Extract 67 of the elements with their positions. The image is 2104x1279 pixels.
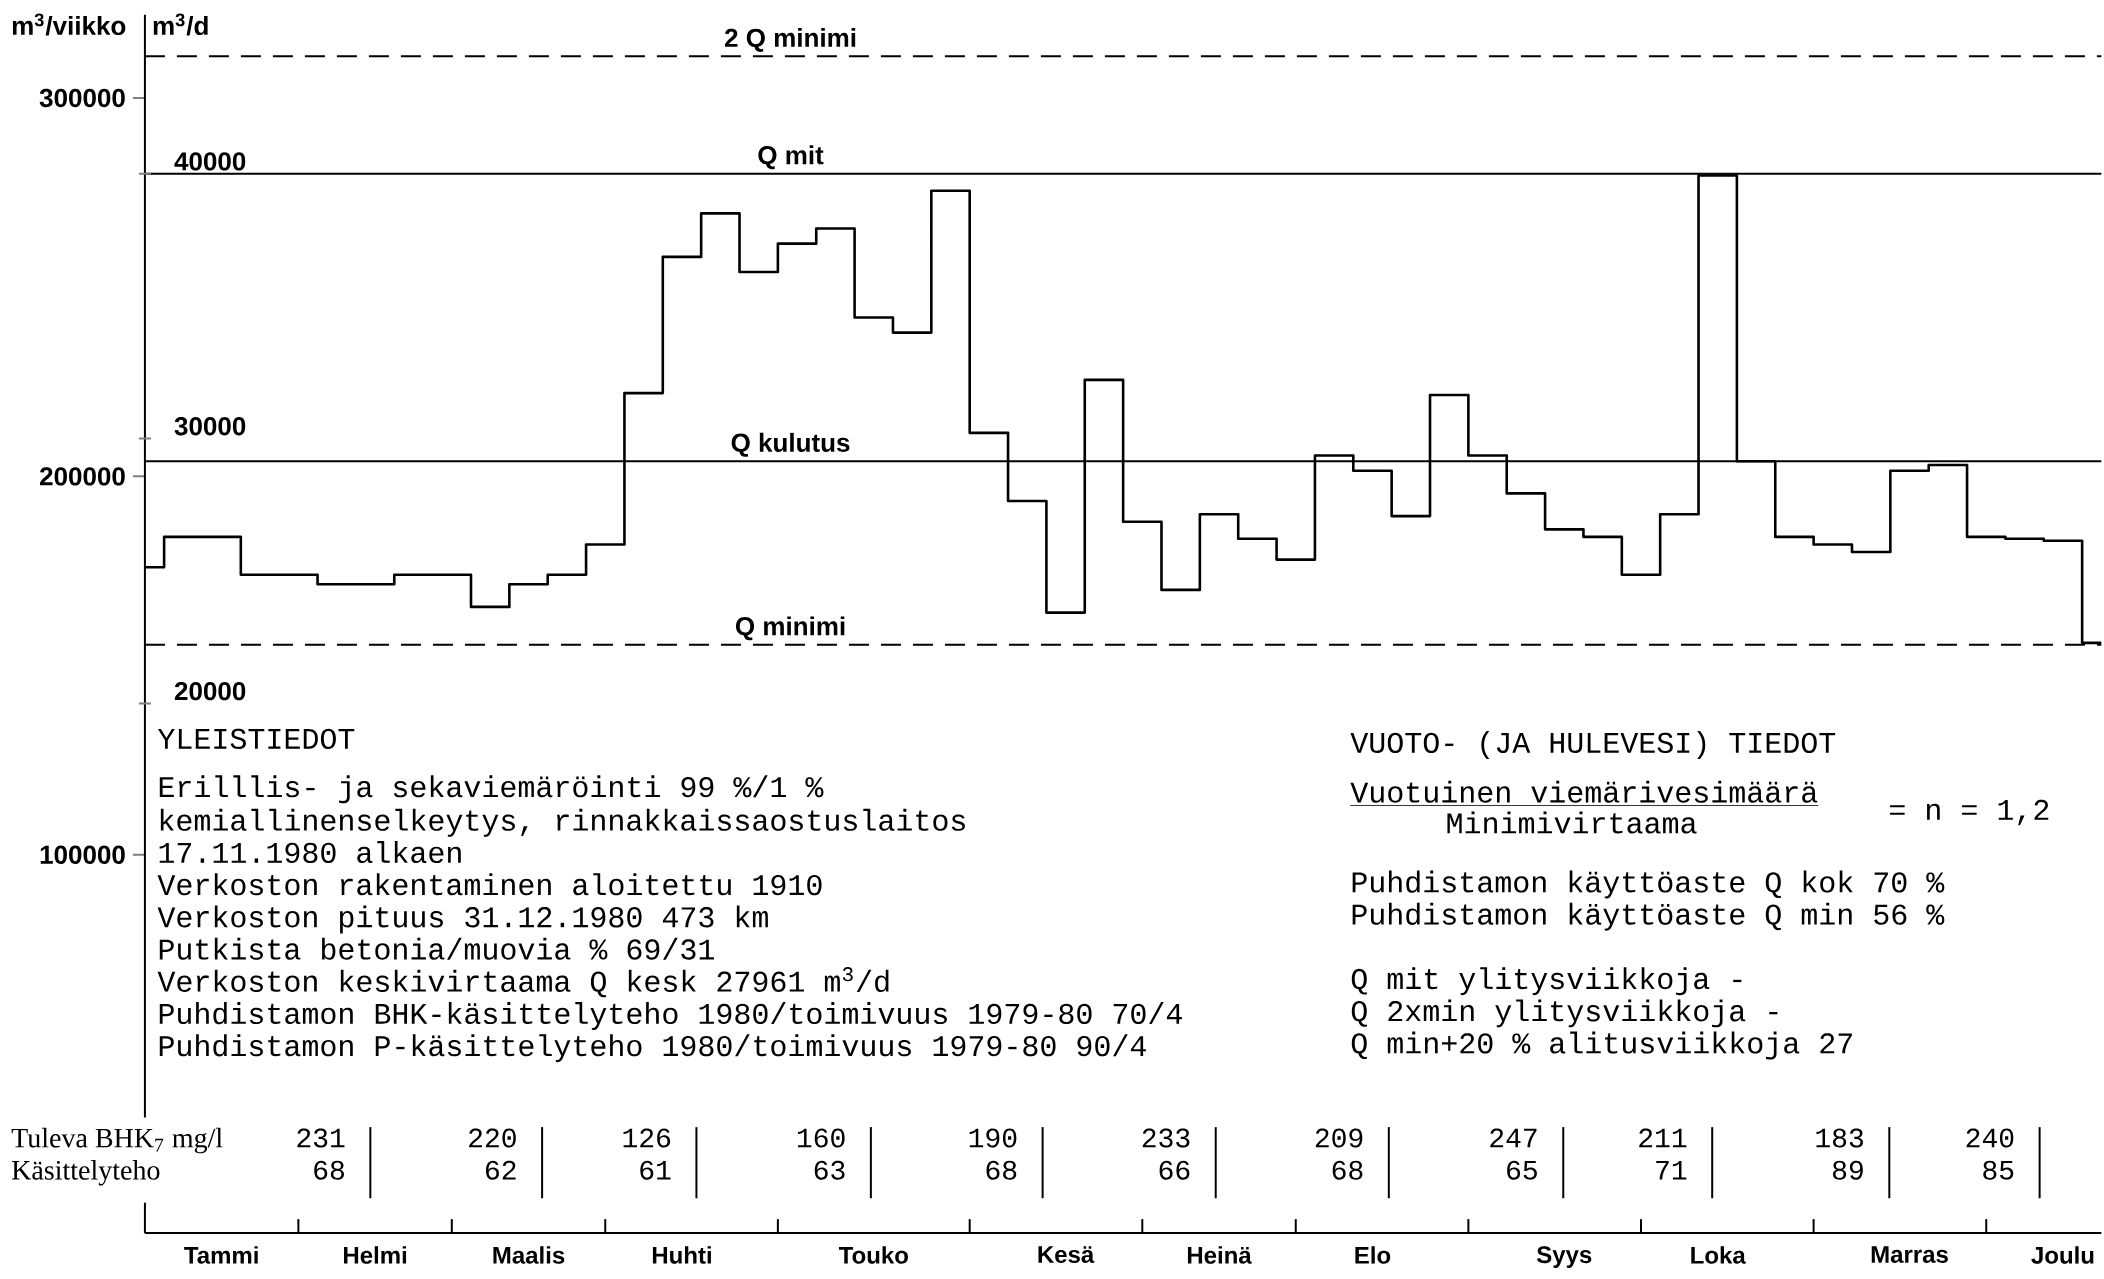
- annotation: 247: [1490, 1128, 1537, 1148]
- annotation: Minimivirtaama: [1447, 811, 1697, 834]
- annotation: 17.11.1980 alkaen: [159, 841, 461, 864]
- x-tick-label: Elo: [1355, 1246, 1391, 1264]
- ref-line-label: Q mit: [758, 145, 824, 170]
- y2-tick-label: 30000: [174, 417, 246, 436]
- annotation: 190: [969, 1128, 1017, 1148]
- x-tick-label: Syys: [1536, 1246, 1592, 1268]
- annotation: 183: [1816, 1128, 1863, 1148]
- annotation: 211: [1639, 1128, 1687, 1148]
- annotation: Q mit ylitysviikkoja -: [1351, 967, 1742, 996]
- annotation: 68: [1332, 1160, 1363, 1180]
- annotation: Verkoston pituus 31.12.1980 473 km: [157, 905, 768, 934]
- ref-line-label: Q minimi: [735, 616, 845, 641]
- annotation: = n = 1,2: [1890, 799, 2049, 826]
- annotation: Puhdistamon käyttöaste Q min 56 %: [1352, 902, 1945, 931]
- ref-line-label: 2 Q minimi: [724, 28, 856, 52]
- ref-line-label: Q kulutus: [731, 432, 850, 457]
- annotation: 126: [623, 1128, 671, 1148]
- annotation: 209: [1315, 1128, 1363, 1148]
- annotation: Tuleva BHK$_{7}$ mg/l: [11, 1127, 223, 1154]
- x-tick-label: Loka: [1691, 1246, 1746, 1264]
- x-tick-label: Kesä: [1038, 1246, 1095, 1264]
- x-tick-label: Maalis: [493, 1246, 565, 1264]
- annotation: Q 2xmin ylitysviikkoja -: [1351, 999, 1778, 1028]
- x-tick-label: Tammi: [184, 1246, 258, 1264]
- annotation: Erilllis- ja sekaviemäröinti 99 %/1 %: [159, 775, 824, 804]
- annotation: Käsittelyteho: [11, 1160, 160, 1186]
- annotation: kemiallinenselkeytys, rinnakkaissaostuslaitos: [160, 808, 965, 837]
- y-axis-title: m$^{3}$/viikko: [12, 13, 126, 36]
- annotation: Q min+20 % alitusviikkoja 27: [1351, 1031, 1852, 1060]
- annotation: Puhdistamon BHK-käsittelyteho 1980/toimivuus 1979-80 70/4: [159, 1002, 1182, 1031]
- annotation: Puhdistamon P-käsittelyteho 1980/toimivuus 1979-80 90/4: [159, 1034, 1146, 1063]
- y2-tick-label: 20000: [174, 681, 246, 701]
- y-tick-label: 100000: [40, 845, 125, 864]
- annotation: Vuotuinen viemärivesimäärä: [1350, 780, 1818, 803]
- annotation: 233: [1142, 1128, 1190, 1148]
- y2-axis-title: m$^{3}$/d: [153, 13, 208, 36]
- annotation: 68: [314, 1160, 344, 1180]
- annotation: 63: [814, 1160, 845, 1180]
- annotation: Verkoston keskivirtaama Q kesk 27961 m$^{3}$/d: [157, 967, 889, 998]
- annotation: VUOTO- (JA HULEVESI) TIEDOT: [1350, 731, 1836, 759]
- annotation: 68: [986, 1160, 1017, 1180]
- annotation: 240: [1966, 1128, 2014, 1148]
- y-tick-label: 200000: [40, 467, 125, 486]
- annotation: 89: [1832, 1160, 1863, 1180]
- annotation: Puhdistamon käyttöaste Q kok 70 %: [1352, 870, 1945, 899]
- x-tick-label: Joulu: [2031, 1246, 2094, 1264]
- annotation: 66: [1159, 1160, 1190, 1180]
- annotation: 85: [1983, 1160, 2014, 1180]
- annotation: 160: [797, 1128, 845, 1148]
- annotation: 231: [297, 1128, 345, 1148]
- x-tick-label: Heinä: [1187, 1246, 1252, 1264]
- annotation: 220: [469, 1128, 516, 1148]
- y-tick-label: 300000: [39, 88, 125, 108]
- annotation: 62: [486, 1160, 516, 1180]
- annotation: 61: [640, 1160, 671, 1180]
- annotation: 65: [1507, 1160, 1537, 1180]
- annotation: YLEISTIEDOT: [157, 728, 355, 750]
- annotation: Putkista betonia/muovia % 69/31: [159, 937, 714, 960]
- x-tick-label: Huhti: [652, 1246, 711, 1264]
- x-tick-label: Marras: [1871, 1246, 1948, 1263]
- annotation: 71: [1656, 1161, 1687, 1180]
- x-tick-label: Touko: [838, 1246, 908, 1264]
- annotation: Verkoston rakentaminen aloitettu 1910: [157, 873, 822, 896]
- y2-tick-label: 40000: [174, 152, 246, 171]
- x-tick-label: Helmi: [344, 1246, 407, 1264]
